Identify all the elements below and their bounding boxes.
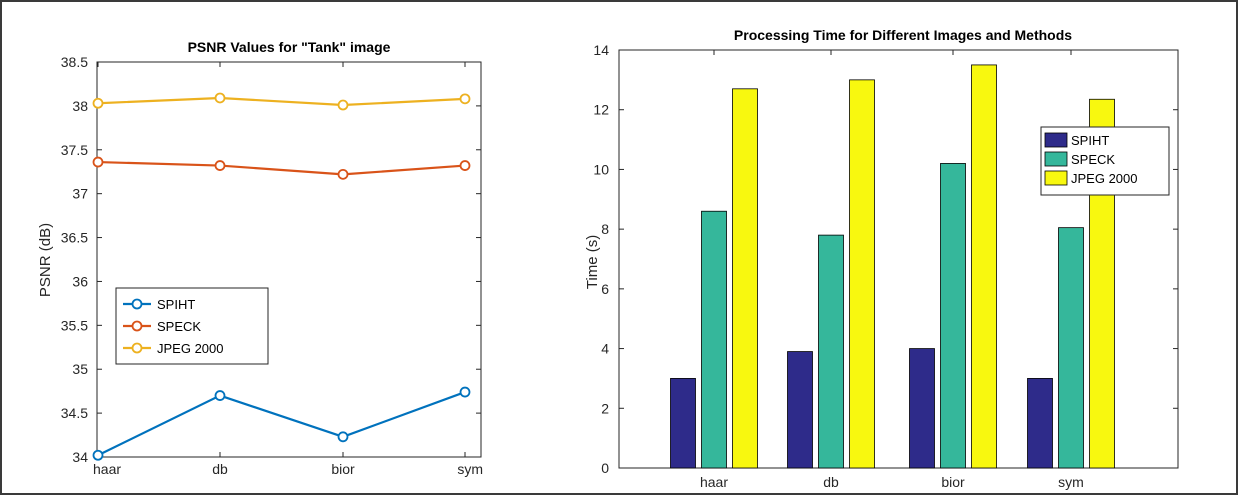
time-bar-speck — [1058, 227, 1084, 469]
psnr-y-tick-label: 34.5 — [61, 405, 88, 421]
time-legend-swatch — [1044, 132, 1068, 148]
time-bars-group — [670, 64, 1115, 469]
psnr-x-tick-label: haar — [93, 461, 121, 477]
psnr-y-tick-label: 36 — [72, 273, 88, 289]
psnr-data-point — [92, 449, 104, 461]
psnr-legend-label: SPIHT — [157, 297, 195, 312]
time-y-tick-label: 14 — [593, 42, 609, 58]
time-y-tick-label: 10 — [593, 161, 609, 177]
psnr-y-tick-label: 36.5 — [61, 230, 88, 246]
psnr-legend-label: JPEG 2000 — [157, 341, 224, 356]
psnr-y-tick-label: 38.5 — [61, 54, 88, 70]
psnr-y-tick-label: 37 — [72, 186, 88, 202]
time-y-axis-label: Time (s) — [584, 235, 601, 289]
psnr-series-line-jpeg-2000 — [97, 96, 466, 107]
time-y-tick-label: 8 — [601, 221, 609, 237]
psnr-chart-title: PSNR Values for "Tank" image — [188, 39, 391, 55]
psnr-data-point — [214, 92, 226, 104]
time-bar-spiht — [909, 348, 935, 469]
time-bar-spiht — [787, 351, 813, 469]
psnr-series-line-speck — [97, 160, 466, 176]
psnr-data-point — [459, 93, 471, 105]
time-y-ticks: 0 2 4 6 8 10 12 14 — [593, 42, 1178, 476]
time-bar-jpeg-2000 — [732, 88, 758, 469]
psnr-data-point — [337, 431, 349, 443]
psnr-plot-area — [96, 61, 482, 458]
processing-time-bar-chart: Processing Time for Different Images and… — [584, 27, 1179, 490]
psnr-x-tick-label: db — [212, 461, 228, 477]
time-legend: SPIHT SPECK JPEG 2000 — [1040, 126, 1170, 196]
psnr-series-group — [92, 92, 471, 461]
psnr-data-point — [459, 386, 471, 398]
psnr-data-point — [92, 97, 104, 109]
psnr-legend-marker — [131, 320, 143, 332]
time-legend-label: JPEG 2000 — [1071, 171, 1138, 186]
time-legend-label: SPIHT — [1071, 133, 1109, 148]
time-bar-speck — [818, 234, 844, 469]
time-chart-title: Processing Time for Different Images and… — [734, 27, 1072, 43]
time-bar-speck — [940, 163, 966, 469]
psnr-data-point — [337, 99, 349, 111]
psnr-y-axis-label: PSNR (dB) — [37, 223, 54, 297]
time-bar-jpeg-2000 — [849, 79, 875, 469]
psnr-legend-marker — [131, 342, 143, 354]
psnr-legend: SPIHT SPECK JPEG 2000 — [115, 287, 269, 365]
time-y-tick-label: 12 — [593, 102, 609, 118]
time-bar-speck — [701, 210, 727, 469]
psnr-y-tick-label: 34 — [72, 449, 88, 465]
time-y-tick-label: 6 — [601, 281, 609, 297]
time-y-tick-label: 0 — [601, 460, 609, 476]
psnr-y-tick-label: 35.5 — [61, 317, 88, 333]
psnr-legend-marker — [131, 298, 143, 310]
psnr-legend-label: SPECK — [157, 319, 201, 334]
psnr-data-point — [214, 390, 226, 401]
time-x-tick-label: bior — [941, 474, 965, 490]
time-x-tick-label: sym — [1058, 474, 1084, 490]
psnr-x-tick-label: sym — [457, 461, 483, 477]
psnr-y-tick-label: 37.5 — [61, 142, 88, 158]
psnr-x-tick-label: bior — [331, 461, 355, 477]
time-bar-spiht — [1027, 378, 1053, 469]
psnr-y-tick-label: 35 — [72, 361, 88, 377]
psnr-data-point — [459, 160, 471, 171]
psnr-data-point — [92, 156, 104, 168]
time-legend-swatch — [1044, 170, 1068, 186]
psnr-line-chart: PSNR Values for "Tank" image PSNR (dB) 3… — [37, 39, 483, 477]
psnr-data-point — [337, 168, 349, 180]
psnr-y-ticks: 34 34.5 35 35.5 36 36.5 37 37.5 38 38.5 — [61, 54, 481, 465]
time-x-tick-label: db — [823, 474, 839, 490]
time-legend-swatch — [1044, 151, 1068, 167]
psnr-series-line-spiht — [97, 391, 466, 457]
time-legend-label: SPECK — [1071, 152, 1115, 167]
time-x-tick-label: haar — [700, 474, 728, 490]
psnr-y-tick-label: 38 — [72, 98, 88, 114]
time-y-tick-label: 4 — [601, 341, 609, 357]
time-y-tick-label: 2 — [601, 400, 609, 416]
time-bar-jpeg-2000 — [971, 64, 997, 469]
time-bar-spiht — [670, 378, 696, 469]
psnr-data-point — [214, 160, 226, 171]
